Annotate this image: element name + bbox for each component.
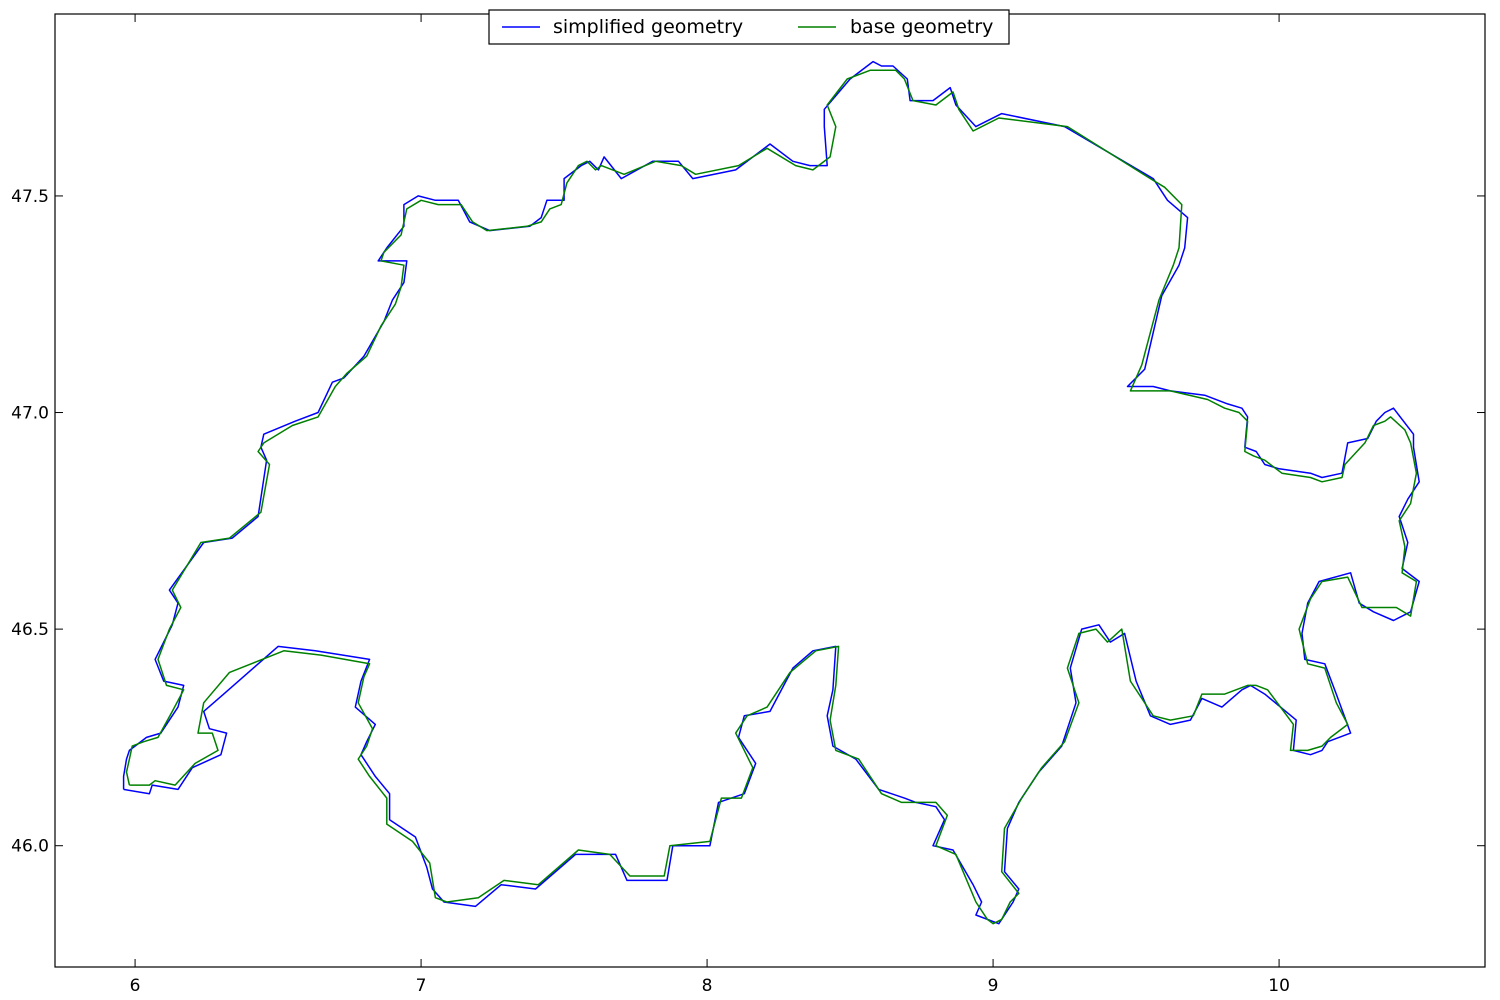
x-tick-label: 7 (416, 976, 427, 996)
x-tick-label: 10 (1268, 976, 1290, 996)
series-layer (122, 60, 1420, 925)
y-tick-label: 46.0 (11, 837, 49, 857)
series-line-base-geometry (125, 69, 1418, 925)
legend: simplified geometry base geometry (488, 9, 1010, 45)
legend-box (488, 9, 1010, 45)
x-tick-label: 8 (702, 976, 713, 996)
ticks-layer: 6 7 8 9 10 46.0 46.5 47.0 47.5 (11, 14, 1485, 996)
y-tick-label: 46.5 (11, 620, 49, 640)
y-tick-label: 47.0 (11, 404, 49, 424)
y-tick-label: 47.5 (11, 187, 49, 207)
x-tick-label: 9 (988, 976, 999, 996)
legend-label-simplified: simplified geometry (553, 16, 743, 38)
x-tick-label: 6 (130, 976, 141, 996)
legend-label-base: base geometry (850, 16, 993, 38)
